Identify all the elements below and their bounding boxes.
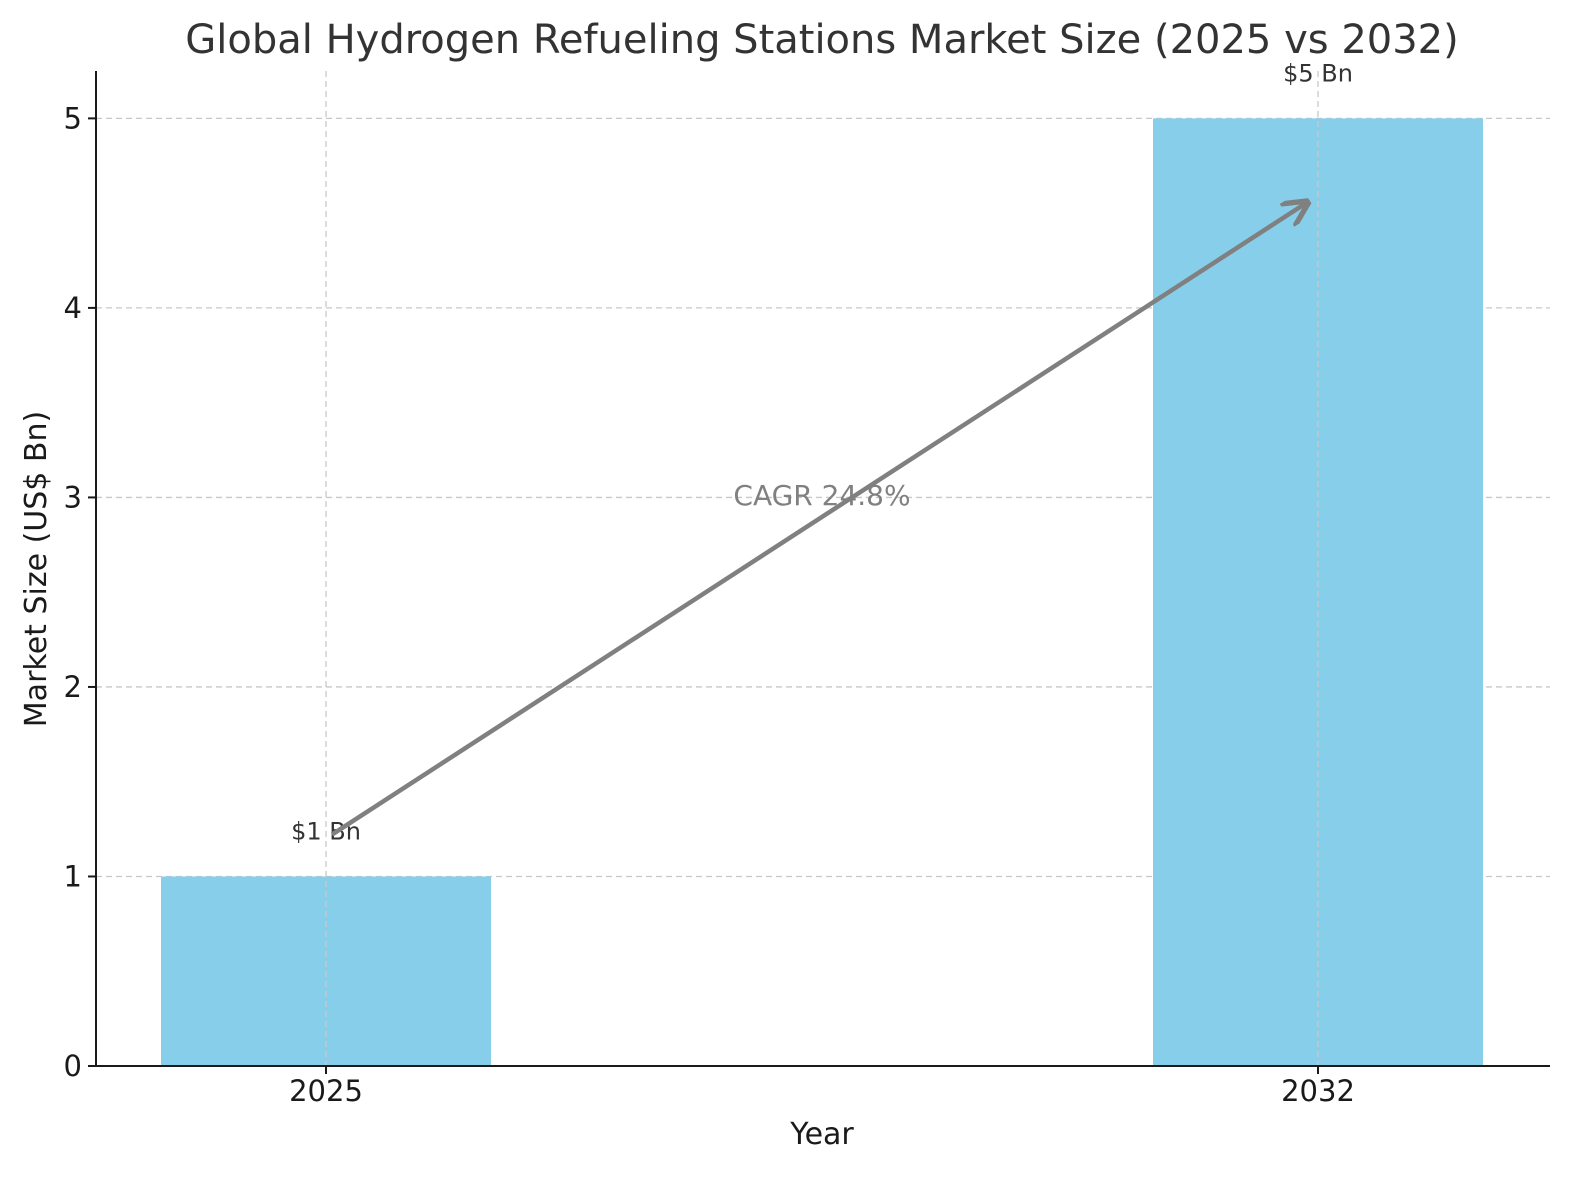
y-tick-label-5: 5 [64, 101, 82, 135]
x-tick-label-2025: 2025 [289, 1074, 363, 1108]
cagr-label: CAGR 24.8% [733, 479, 910, 512]
cagr-annotation: CAGR 24.8% [330, 203, 1306, 837]
y-tick-label-1: 1 [64, 859, 82, 893]
y-tick-label-2: 2 [64, 670, 82, 704]
y-tick-label-3: 3 [64, 480, 82, 514]
x-tick-label-2032: 2032 [1281, 1074, 1355, 1108]
cagr-arrow [330, 203, 1306, 837]
x-axis-label: Year [789, 1117, 854, 1152]
axes: 0 1 2 3 4 5 2025 2032 [64, 71, 1550, 1108]
y-tick-label-0: 0 [64, 1049, 82, 1083]
y-tick-label-4: 4 [64, 291, 82, 325]
bars [161, 71, 1483, 1066]
data-labels: $1 Bn$5 Bn [291, 59, 1353, 845]
data-label-2032: $5 Bn [1283, 59, 1353, 87]
chart-title: Global Hydrogen Refueling Stations Marke… [185, 17, 1458, 63]
y-axis-label: Market Size (US$ Bn) [19, 411, 54, 727]
